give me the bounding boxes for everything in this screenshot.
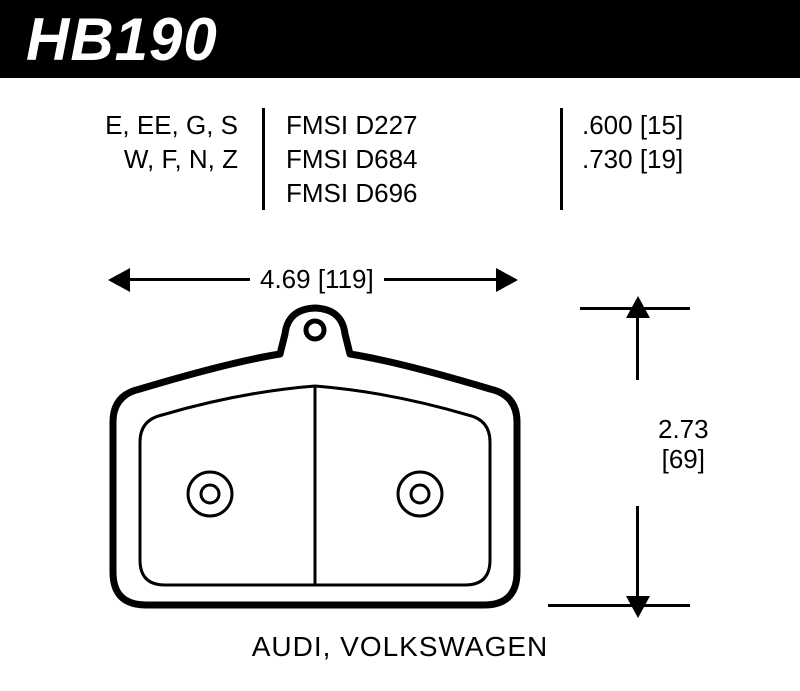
width-dimension-label: 4.69 [119] (250, 264, 384, 295)
thickness-line: .730 [19] (582, 142, 683, 176)
compounds-column: E, EE, G, S W, F, N, Z (88, 108, 238, 176)
vehicle-makes: AUDI, VOLKSWAGEN (0, 631, 800, 663)
separator (262, 108, 265, 210)
brake-pad-outline (80, 292, 550, 622)
height-mm: [69] (658, 444, 709, 474)
diagram-area: 4.69 [119] 2.73 [69] (0, 250, 800, 640)
dimension-line-vertical (636, 506, 639, 602)
thickness-line: .600 [15] (582, 108, 683, 142)
header-bar: HB190 (0, 0, 800, 78)
fmsi-line: FMSI D696 (286, 176, 418, 210)
height-in: 2.73 (658, 414, 709, 444)
arrow-right-icon (496, 268, 518, 292)
thickness-column: .600 [15] .730 [19] (582, 108, 683, 176)
height-dimension-label: 2.73 [69] (658, 414, 709, 474)
dimension-line-vertical (636, 310, 639, 380)
arrow-down-icon (626, 596, 650, 618)
extension-line (548, 604, 690, 607)
spec-row: E, EE, G, S W, F, N, Z FMSI D227 FMSI D6… (0, 108, 800, 218)
separator (560, 108, 563, 210)
compounds-line: W, F, N, Z (88, 142, 238, 176)
compounds-line: E, EE, G, S (88, 108, 238, 142)
fmsi-line: FMSI D684 (286, 142, 418, 176)
fmsi-line: FMSI D227 (286, 108, 418, 142)
part-number: HB190 (26, 5, 218, 74)
fmsi-column: FMSI D227 FMSI D684 FMSI D696 (286, 108, 418, 210)
